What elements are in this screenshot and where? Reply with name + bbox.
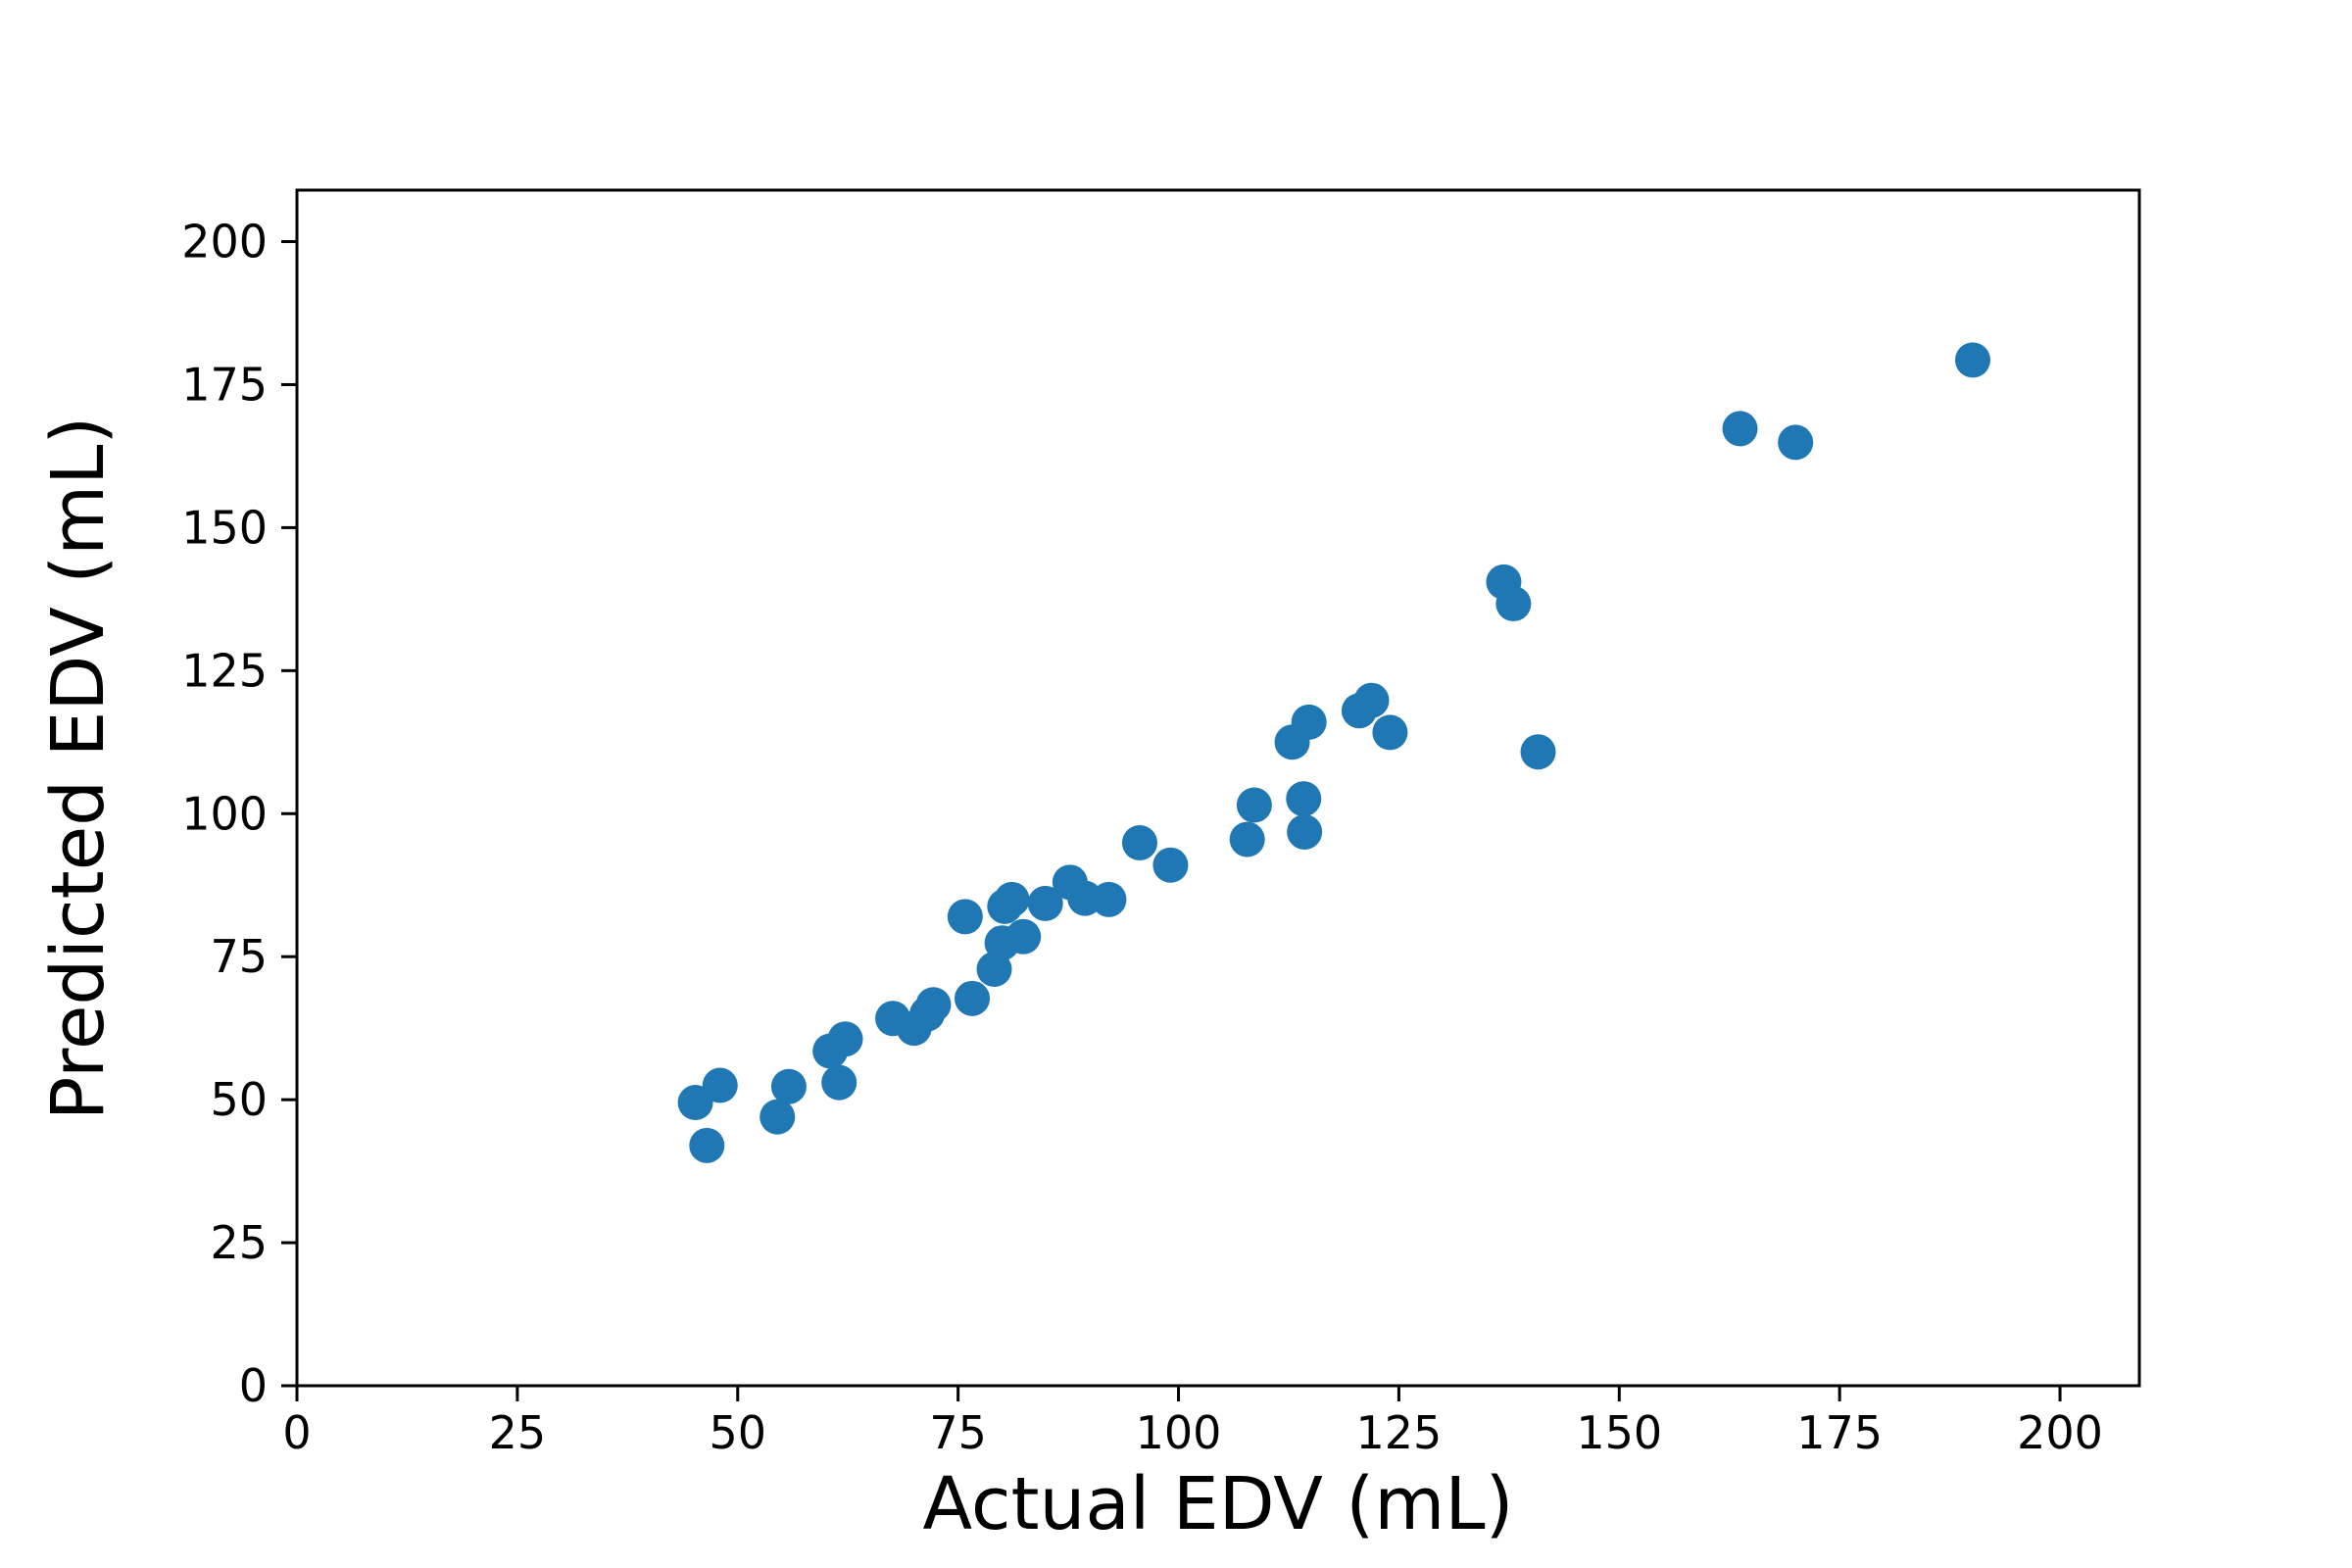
data-point	[994, 881, 1030, 917]
data-point	[955, 980, 991, 1016]
data-point	[1287, 813, 1323, 850]
y-tick-label: 200	[181, 216, 268, 269]
data-point	[947, 899, 983, 935]
y-tick-label: 100	[181, 787, 268, 840]
x-tick-label: 25	[489, 1406, 547, 1459]
data-point	[1954, 342, 1990, 378]
data-point	[1520, 734, 1556, 770]
x-tick-label: 50	[709, 1406, 766, 1459]
data-point	[689, 1127, 725, 1163]
data-point	[1027, 885, 1063, 921]
y-axis-title: Predicted EDV (mL)	[36, 416, 121, 1121]
data-point	[1236, 787, 1272, 823]
y-tick-label: 75	[210, 930, 268, 983]
data-point	[827, 1021, 863, 1057]
data-point	[1778, 424, 1814, 461]
x-tick-label: 150	[1576, 1406, 1662, 1459]
x-tick-label: 100	[1136, 1406, 1222, 1459]
data-point	[1372, 714, 1408, 751]
data-point	[1291, 704, 1327, 740]
x-tick-label: 125	[1355, 1406, 1442, 1459]
x-tick-label: 75	[929, 1406, 987, 1459]
plot-frame	[295, 188, 2141, 1388]
data-point	[1229, 821, 1265, 858]
points-layer	[677, 342, 1990, 1163]
y-tick-label: 150	[181, 501, 268, 554]
data-point	[1091, 881, 1127, 917]
data-point	[770, 1068, 807, 1104]
ticks-layer: 0 25 50 75 100 125 150 175 200 0 25 50 75 100 125 150 17…	[181, 216, 2103, 1459]
data-point	[1005, 918, 1042, 955]
data-point	[760, 1099, 796, 1135]
x-tick-label: 0	[282, 1406, 311, 1459]
y-tick-label: 175	[181, 358, 268, 411]
data-point	[1286, 781, 1322, 817]
x-axis-title: Actual EDV (mL)	[923, 1462, 1514, 1546]
y-tick-label: 50	[210, 1073, 268, 1126]
y-tick-label: 25	[210, 1216, 268, 1269]
data-point	[915, 987, 952, 1023]
x-tick-label: 175	[1796, 1406, 1883, 1459]
x-tick-label: 200	[2017, 1406, 2103, 1459]
y-tick-label: 0	[239, 1359, 268, 1412]
data-point	[1152, 847, 1189, 883]
data-point	[1495, 586, 1532, 622]
data-point	[1722, 411, 1758, 447]
data-point	[677, 1085, 713, 1121]
data-point	[1353, 682, 1390, 718]
data-point	[1121, 825, 1157, 861]
data-point	[821, 1064, 858, 1101]
data-point	[702, 1067, 738, 1103]
y-tick-label: 125	[181, 644, 268, 697]
